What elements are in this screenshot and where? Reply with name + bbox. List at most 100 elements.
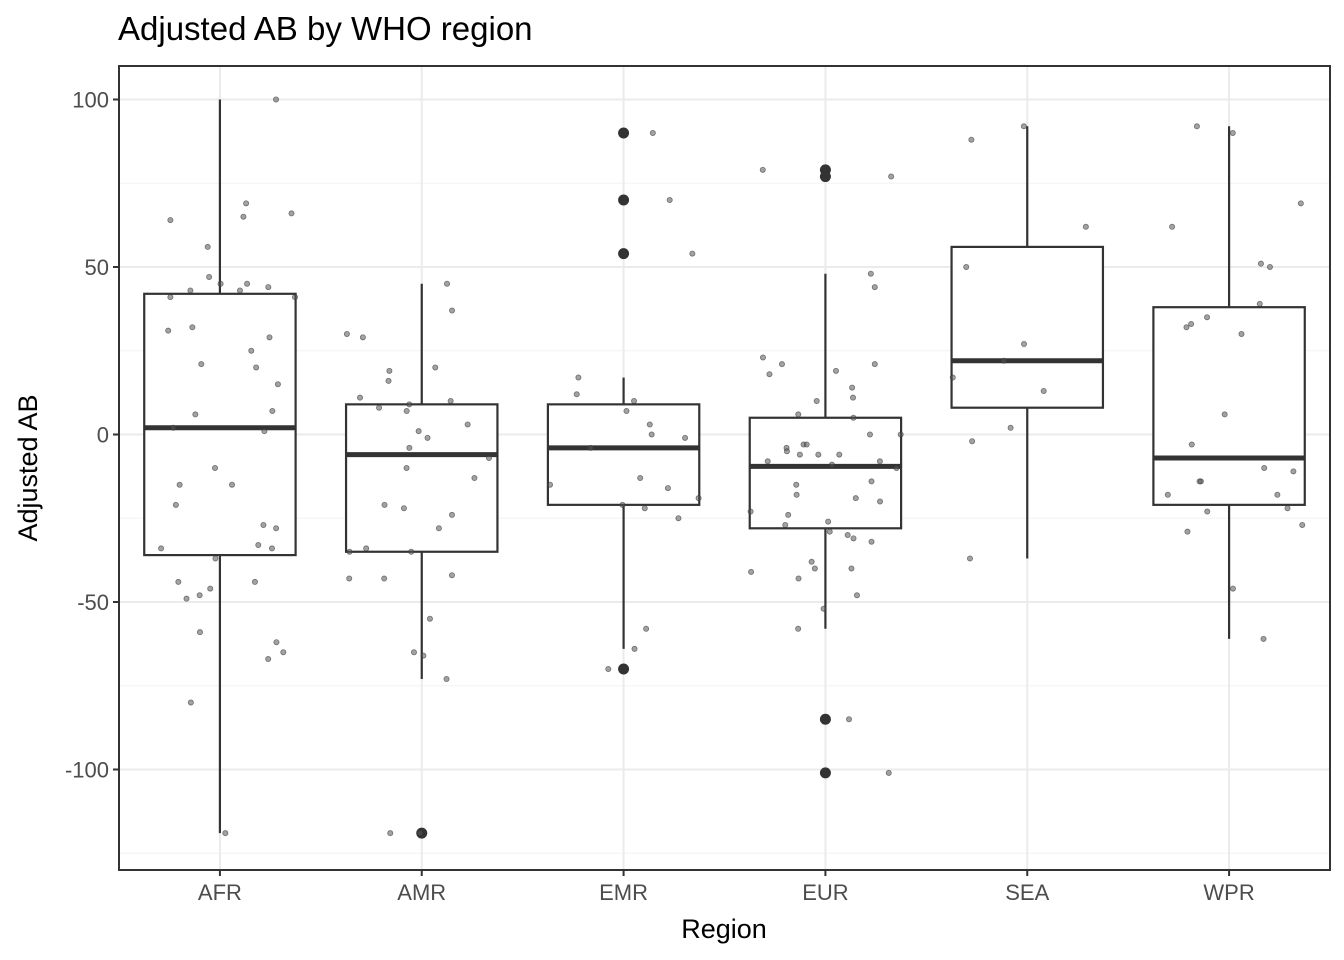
data-point <box>1238 330 1245 337</box>
outlier-point <box>618 248 630 260</box>
data-point <box>1000 357 1007 364</box>
data-point <box>587 444 594 451</box>
data-point <box>1274 491 1281 498</box>
data-point <box>631 645 638 652</box>
data-point <box>1290 468 1297 475</box>
data-point <box>406 444 413 451</box>
data-point <box>261 428 268 435</box>
data-point <box>1184 528 1191 535</box>
data-point <box>963 263 970 270</box>
data-point <box>1082 223 1089 230</box>
data-point <box>400 505 407 512</box>
data-point <box>828 461 835 468</box>
box-iqr <box>344 403 499 553</box>
x-tick-label: WPR <box>1203 880 1254 905</box>
data-point <box>1169 223 1176 230</box>
data-point <box>648 431 655 438</box>
data-point <box>695 495 702 502</box>
data-point <box>682 434 689 441</box>
data-point <box>255 542 262 549</box>
data-point <box>1260 635 1267 642</box>
box-iqr <box>748 416 903 530</box>
data-point <box>265 655 272 662</box>
data-point <box>832 367 839 374</box>
data-point <box>165 327 172 334</box>
data-point <box>381 575 388 582</box>
data-point <box>485 454 492 461</box>
data-point <box>850 414 857 421</box>
data-point <box>416 830 423 837</box>
data-point <box>795 625 802 632</box>
data-point <box>183 595 190 602</box>
data-point <box>871 284 878 291</box>
x-tick-label: SEA <box>1005 880 1049 905</box>
data-point <box>637 475 644 482</box>
data-point <box>288 210 295 217</box>
panel-border <box>118 65 1331 871</box>
data-point <box>825 518 832 525</box>
data-point <box>424 434 431 441</box>
data-point <box>206 274 213 281</box>
data-point <box>844 532 851 539</box>
data-point <box>448 572 455 579</box>
data-point <box>759 166 766 173</box>
data-point <box>1229 585 1236 592</box>
data-point <box>795 411 802 418</box>
data-point <box>244 280 251 287</box>
data-point <box>852 495 859 502</box>
data-point <box>643 625 650 632</box>
data-point <box>432 364 439 371</box>
data-point <box>444 280 451 287</box>
data-point <box>1021 341 1028 348</box>
data-point <box>808 558 815 565</box>
data-point <box>204 243 211 250</box>
data-point <box>426 615 433 622</box>
data-point <box>212 464 219 471</box>
data-point <box>408 548 415 555</box>
data-point <box>403 464 410 471</box>
data-point <box>268 545 275 552</box>
data-point <box>251 578 258 585</box>
x-tick-label: AFR <box>198 880 242 905</box>
data-point <box>868 538 875 545</box>
data-point <box>631 397 638 404</box>
data-point <box>766 371 773 378</box>
data-point <box>464 421 471 428</box>
data-point <box>176 481 183 488</box>
outlier-point <box>819 171 831 183</box>
data-point <box>1256 300 1263 307</box>
data-point <box>897 431 904 438</box>
data-point <box>212 555 219 562</box>
data-point <box>376 404 383 411</box>
data-point <box>192 411 199 418</box>
data-point <box>253 364 260 371</box>
data-point <box>619 501 626 508</box>
data-point <box>273 639 280 646</box>
data-point <box>966 555 973 562</box>
x-tick-label: EMR <box>599 880 648 905</box>
data-point <box>782 521 789 528</box>
data-point <box>1257 260 1264 267</box>
data-point <box>229 481 236 488</box>
data-point <box>1040 387 1047 394</box>
data-point <box>447 397 454 404</box>
data-point <box>1183 324 1190 331</box>
data-point <box>573 391 580 398</box>
data-point <box>850 535 857 542</box>
data-point <box>764 458 771 465</box>
data-point <box>1196 478 1203 485</box>
data-point <box>1204 314 1211 321</box>
data-point <box>260 521 267 528</box>
data-point <box>888 173 895 180</box>
data-point <box>1164 491 1171 498</box>
data-point <box>949 374 956 381</box>
data-point <box>435 525 442 532</box>
data-point <box>410 649 417 656</box>
data-point <box>449 307 456 314</box>
data-point <box>748 568 755 575</box>
data-point <box>196 592 203 599</box>
data-point <box>845 716 852 723</box>
data-point <box>849 394 856 401</box>
data-point <box>968 136 975 143</box>
data-point <box>274 381 281 388</box>
